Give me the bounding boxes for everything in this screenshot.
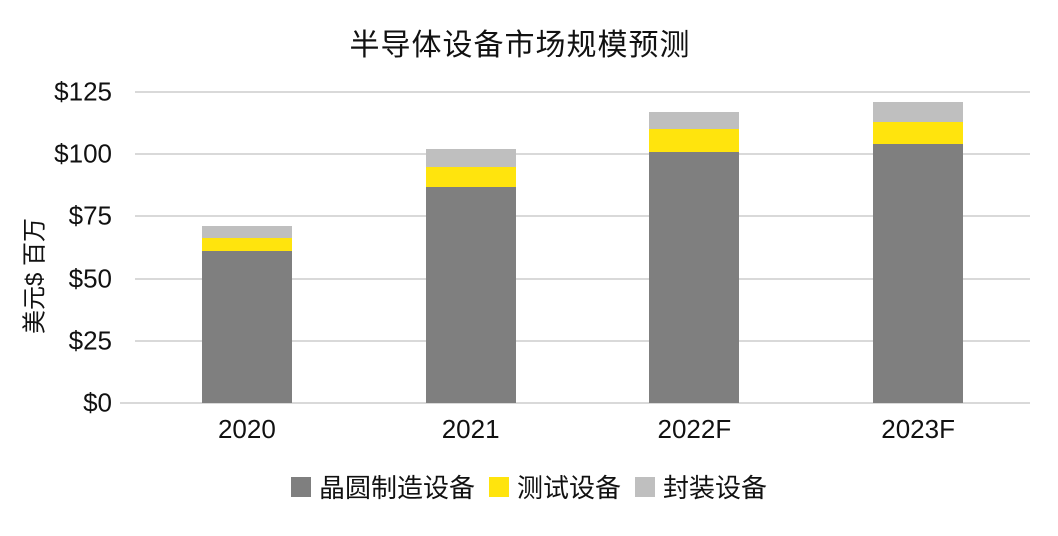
legend-swatch-icon [488,476,509,497]
y-tick-label: $75 [68,200,112,231]
bar-segment [201,251,292,403]
bar-segment [201,226,292,238]
y-tick-label: $125 [54,76,112,107]
bar-segment [649,111,740,130]
y-tick-label: $50 [68,263,112,294]
gridline [135,215,1030,218]
gridline [135,277,1030,280]
gridline [135,339,1030,342]
bar-segment [425,149,516,167]
x-axis-baseline [120,402,1030,404]
legend-swatch-icon [635,476,655,497]
bar-segment [425,186,516,403]
bar-segment [649,129,740,152]
legend-item: 测试设备 [488,468,621,505]
bar-segment [873,101,964,122]
legend-label: 封装设备 [663,473,768,503]
bar-group-2021 [425,149,516,403]
legend-label: 晶圆制造设备 [318,473,475,503]
legend: 晶圆制造设备 测试设备 封装设备 [0,468,1058,505]
plot-area [120,91,1030,404]
gridline [135,153,1030,156]
bar-group-2023F [873,101,964,403]
y-tick-label: $100 [54,138,112,169]
bar-segment [873,121,964,145]
legend-label: 测试设备 [516,473,621,503]
bar-group-2022F [649,111,740,403]
y-tick-label: $0 [83,387,112,418]
bar-segment [425,166,516,187]
x-tick-label: 2022F [657,414,732,444]
x-tick-label: 2020 [217,414,276,444]
x-tick-label: 2021 [441,414,500,444]
bar-segment [649,151,740,403]
legend-item: 晶圆制造设备 [290,468,475,505]
legend-item: 封装设备 [635,468,767,505]
y-tick-label: $25 [68,325,112,356]
x-tick-label: 2023F [881,414,955,444]
gridline [135,91,1030,93]
bar-segment [873,144,964,403]
bar-segment [201,237,292,252]
legend-swatch-icon [290,476,311,497]
chart-title: 半导体设备市场规模预测 [349,29,691,62]
bar-group-2020 [201,226,292,403]
